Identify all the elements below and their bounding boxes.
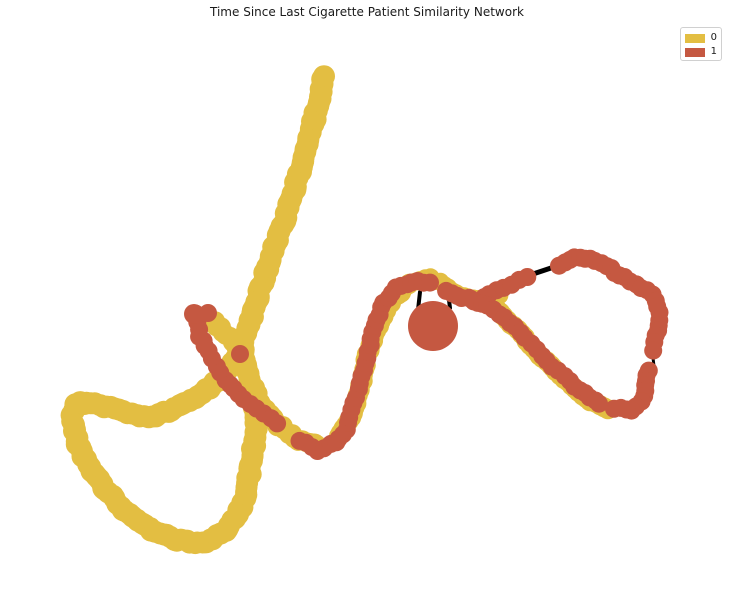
node-group-1 xyxy=(590,394,608,413)
node-group-1 xyxy=(184,304,204,324)
node-layer-group-1 xyxy=(184,248,669,460)
node-group-1 xyxy=(268,414,287,433)
legend-item-0: 0 xyxy=(685,31,717,45)
legend-label-0: 0 xyxy=(710,32,717,43)
node-group-1 xyxy=(605,399,623,418)
legend-label-1: 1 xyxy=(710,46,717,57)
chart-title: Time Since Last Cigarette Patient Simila… xyxy=(210,5,524,19)
node-group-1 xyxy=(518,268,537,286)
node-group-1 xyxy=(421,273,439,292)
legend-swatch-1 xyxy=(685,47,705,57)
node-group-1 xyxy=(199,304,217,322)
node-group-1 xyxy=(408,301,458,351)
legend-swatch-0 xyxy=(685,33,705,43)
legend: 0 1 xyxy=(680,27,722,61)
node-group-1 xyxy=(231,345,249,363)
node-layer-group-0 xyxy=(60,65,618,555)
node-group-1 xyxy=(644,341,663,360)
legend-item-1: 1 xyxy=(685,45,717,59)
